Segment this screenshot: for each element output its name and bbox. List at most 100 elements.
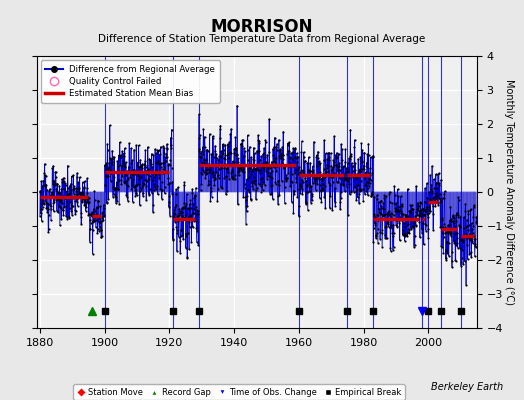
- Point: [261, 139, 270, 146]
- Point: [78, 179, 86, 185]
- Point: [78, 188, 86, 195]
- Point: [160, 144, 168, 151]
- Point: [257, 189, 266, 196]
- Point: [171, 204, 179, 210]
- Point: [154, 148, 162, 154]
- Point: [468, 240, 477, 246]
- Point: [165, 160, 173, 167]
- Point: [250, 150, 259, 156]
- Point: [373, 192, 381, 198]
- Point: [268, 196, 277, 202]
- Point: [203, 164, 211, 170]
- Point: [245, 173, 253, 180]
- Point: [366, 180, 374, 186]
- Point: [376, 228, 385, 235]
- Point: [178, 232, 186, 238]
- Point: [175, 212, 183, 219]
- Point: [115, 201, 123, 207]
- Point: [109, 154, 117, 160]
- Point: [99, 209, 107, 215]
- Point: [158, 186, 166, 193]
- Point: [411, 213, 420, 219]
- Point: [452, 210, 461, 216]
- Point: [339, 180, 347, 187]
- Point: [246, 165, 255, 172]
- Point: [194, 135, 203, 142]
- Point: [467, 235, 475, 241]
- Point: [150, 184, 159, 190]
- Point: [445, 222, 453, 228]
- Point: [367, 191, 376, 197]
- Point: [199, 144, 207, 150]
- Point: [406, 208, 414, 214]
- Point: [399, 226, 407, 233]
- Point: [304, 154, 313, 160]
- Point: [362, 182, 370, 189]
- Point: [86, 226, 94, 232]
- Point: [118, 169, 126, 175]
- Point: [235, 171, 243, 178]
- Point: [153, 159, 161, 165]
- Point: [70, 191, 78, 197]
- Point: [219, 141, 227, 148]
- Point: [423, 214, 432, 220]
- Point: [425, 196, 434, 202]
- Point: [385, 212, 394, 218]
- Point: [385, 223, 393, 230]
- Point: [130, 183, 139, 190]
- Point: [57, 205, 65, 211]
- Point: [225, 148, 234, 155]
- Point: [104, 196, 112, 202]
- Point: [346, 191, 354, 198]
- Point: [245, 189, 254, 196]
- Point: [350, 172, 358, 178]
- Point: [405, 208, 413, 214]
- Point: [364, 140, 373, 147]
- Point: [414, 205, 422, 211]
- Point: [377, 204, 386, 211]
- Point: [359, 198, 367, 204]
- Point: [373, 196, 381, 203]
- Point: [108, 147, 116, 154]
- Point: [278, 160, 286, 167]
- Point: [393, 224, 401, 230]
- Point: [244, 187, 253, 194]
- Point: [327, 150, 335, 156]
- Point: [161, 154, 170, 160]
- Point: [324, 156, 333, 163]
- Point: [451, 223, 459, 230]
- Point: [85, 211, 93, 217]
- Point: [432, 196, 440, 203]
- Point: [404, 221, 412, 227]
- Point: [141, 170, 150, 177]
- Point: [342, 169, 350, 176]
- Point: [384, 221, 392, 227]
- Point: [236, 165, 245, 171]
- Point: [300, 171, 309, 178]
- Point: [424, 207, 433, 214]
- Point: [322, 172, 330, 178]
- Point: [371, 214, 379, 220]
- Point: [115, 177, 123, 184]
- Point: [203, 170, 211, 176]
- Point: [66, 190, 74, 196]
- Point: [458, 233, 467, 239]
- Point: [46, 193, 54, 199]
- Point: [442, 239, 451, 245]
- Point: [357, 140, 366, 147]
- Point: [247, 170, 256, 177]
- Point: [342, 176, 351, 182]
- Point: [94, 219, 103, 225]
- Point: [125, 169, 133, 176]
- Point: [457, 236, 465, 242]
- Point: [318, 175, 326, 181]
- Point: [83, 185, 92, 191]
- Point: [440, 220, 448, 227]
- Point: [326, 182, 334, 188]
- Point: [394, 208, 402, 214]
- Point: [418, 230, 427, 236]
- Point: [223, 188, 231, 194]
- Point: [218, 185, 226, 192]
- Point: [362, 188, 370, 195]
- Point: [406, 202, 414, 208]
